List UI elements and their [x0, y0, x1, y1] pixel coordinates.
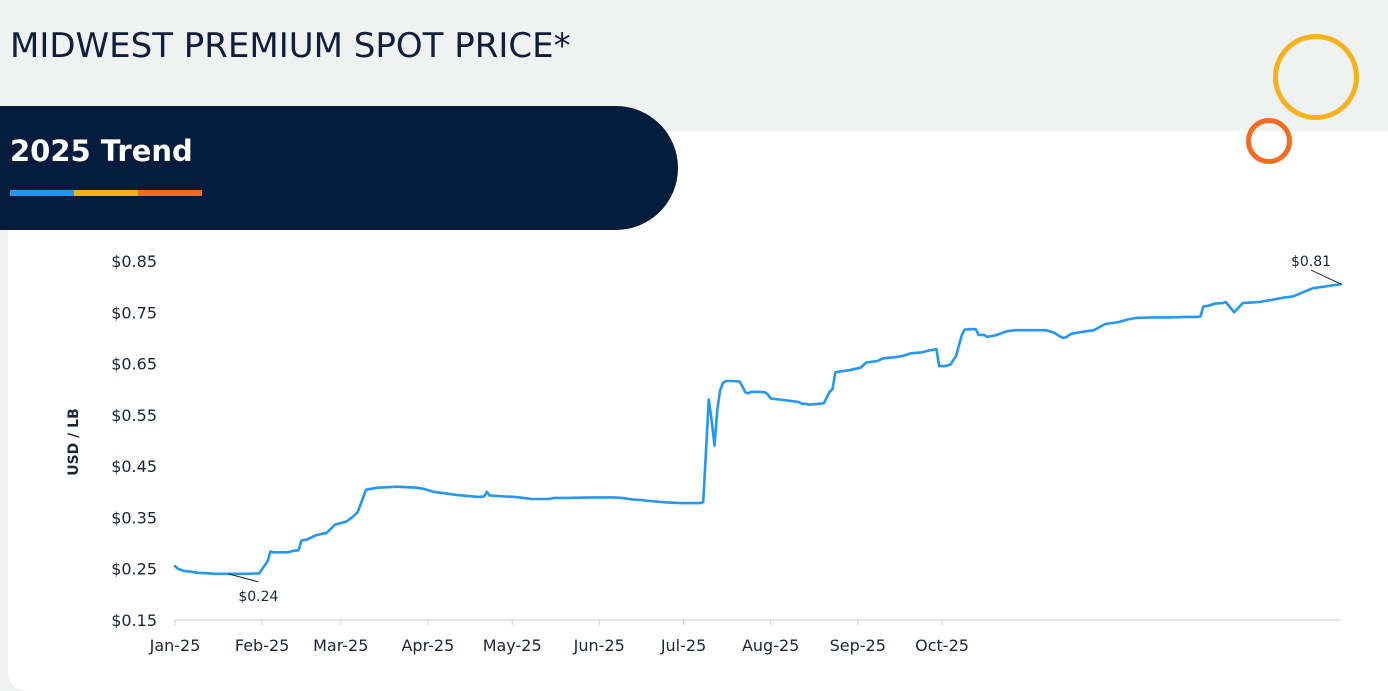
- annotation-leader-max: [1310, 269, 1342, 285]
- y-tick-label: $0.55: [111, 406, 157, 425]
- annotation-leader-min: [228, 573, 259, 583]
- y-tick-label: $0.65: [111, 355, 157, 374]
- y-tick-label: $0.15: [111, 611, 157, 630]
- y-tick-label: $0.75: [111, 303, 157, 322]
- x-tick-label: Jun-25: [573, 636, 625, 655]
- section-banner: 2025 Trend: [0, 106, 678, 230]
- x-tick-label: Feb-25: [235, 636, 289, 655]
- series-group: [173, 282, 1343, 576]
- y-tick-label: $0.25: [111, 560, 157, 579]
- y-tick-label: $0.35: [111, 508, 157, 527]
- banner-stripe-blue: [10, 190, 74, 196]
- y-axis: $0.15 $0.25 $0.35 $0.45 $0.55 $0.65 $0.75 $0.85: [111, 252, 157, 630]
- x-tick-label: Jul-25: [660, 636, 706, 655]
- y-axis-title: USD / LB: [66, 408, 82, 476]
- x-tick-label: May-25: [483, 636, 542, 655]
- x-tick-label: Mar-25: [313, 636, 368, 655]
- page-title: MIDWEST PREMIUM SPOT PRICE*: [10, 26, 571, 66]
- x-tick-label: Apr-25: [401, 636, 454, 655]
- y-tick-label: $0.85: [111, 252, 157, 271]
- annotations: $0.24 $0.81: [228, 254, 1342, 605]
- x-tick-label: Jan-25: [149, 636, 201, 655]
- y-tick-label: $0.45: [111, 457, 157, 476]
- x-tick-label: Oct-25: [915, 636, 969, 655]
- decorative-yellow-circle: [1273, 34, 1359, 120]
- annotation-label-max: $0.81: [1291, 254, 1331, 270]
- annotation-label-min: $0.24: [238, 589, 278, 605]
- x-axis: Jan-25 Feb-25 Mar-25 Apr-25 May-25 Jun-25 Jul-…: [149, 619, 1341, 655]
- banner-title: 2025 Trend: [10, 134, 193, 168]
- x-tick-label: Aug-25: [742, 636, 799, 655]
- price-line: [173, 282, 1343, 576]
- banner-stripe-yellow: [74, 190, 138, 196]
- banner-stripe-orange: [138, 190, 202, 196]
- x-tick-label: Sep-25: [830, 636, 886, 655]
- decorative-orange-circle: [1246, 118, 1292, 164]
